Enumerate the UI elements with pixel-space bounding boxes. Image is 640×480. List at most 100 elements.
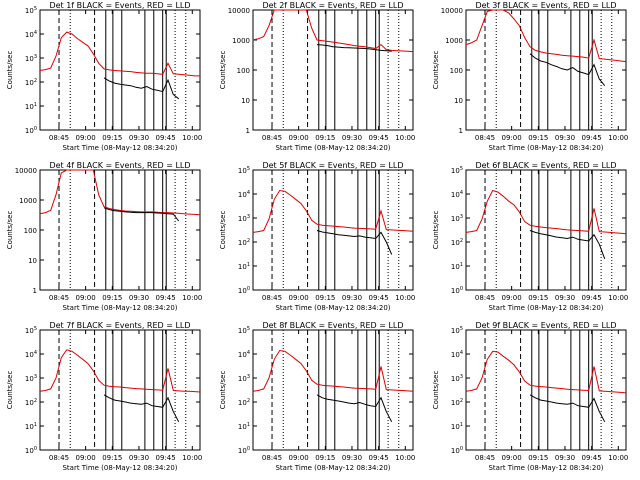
x-tick-label: 08:45 <box>475 294 495 302</box>
plot-frame <box>465 329 627 451</box>
chart-panel: Det 8f BLACK = Events, RED = LLD 100 101 10… <box>219 321 415 472</box>
x-tick-label: 08:45 <box>262 294 282 302</box>
series-events-line <box>103 394 180 423</box>
y-tick-label: 101 <box>451 262 463 271</box>
chart-panel: Det 3f BLACK = Events, RED = LLD 1 10 100 10… <box>432 1 628 152</box>
chart-panel: Det 9f BLACK = Events, RED = LLD 100 101 10… <box>432 321 628 472</box>
series-lld-line <box>252 9 414 53</box>
y-tick-label: 102 <box>238 398 250 407</box>
x-tick-label: 09:00 <box>289 134 309 142</box>
y-tick-label: 100 <box>451 286 463 295</box>
y-tick-label: 1 <box>33 287 37 295</box>
chart-title: Det 5f BLACK = Events, RED = LLD <box>262 161 403 170</box>
series-events-line <box>316 394 393 423</box>
x-axis-label: Start Time (08-May-12 08:34:20) <box>488 464 603 472</box>
y-tick-label: 10000 <box>15 167 37 175</box>
x-tick-label: 09:00 <box>502 454 522 462</box>
x-tick-label: 09:45 <box>156 454 176 462</box>
y-tick-label: 10000 <box>441 7 463 15</box>
x-tick-label: 09:15 <box>315 454 335 462</box>
y-axis-label: Counts/sec <box>6 371 14 410</box>
x-tick-label: 09:30 <box>555 134 575 142</box>
y-axis-label: Counts/sec <box>219 51 227 90</box>
x-tick-label: 09:00 <box>289 454 309 462</box>
chart-panel: Det 6f BLACK = Events, RED = LLD 100 101 10… <box>432 161 628 312</box>
chart-title: Det 2f BLACK = Events, RED = LLD <box>262 1 403 10</box>
x-tick-label: 10:00 <box>182 454 202 462</box>
chart-panel: Det 1f BLACK = Events, RED = LLD 100 101 10… <box>6 1 202 152</box>
x-tick-label: 09:45 <box>369 454 389 462</box>
x-tick-label: 09:15 <box>102 294 122 302</box>
y-tick-label: 103 <box>451 374 463 383</box>
series-events-line <box>316 44 392 52</box>
x-tick-label: 09:45 <box>369 134 389 142</box>
x-tick-label: 08:45 <box>49 134 69 142</box>
y-tick-label: 1000 <box>445 37 463 45</box>
y-tick-label: 1 <box>459 127 463 135</box>
y-tick-label: 104 <box>25 30 37 39</box>
series-lld-line <box>252 349 414 392</box>
chart-panel: Det 7f BLACK = Events, RED = LLD 100 101 10… <box>6 321 202 472</box>
x-tick-label: 09:45 <box>156 294 176 302</box>
x-tick-label: 09:45 <box>369 294 389 302</box>
series-events-line <box>529 230 606 259</box>
x-axis-label: Start Time (08-May-12 08:34:20) <box>62 144 177 152</box>
x-tick-label: 09:15 <box>102 454 122 462</box>
y-tick-label: 10 <box>241 97 250 105</box>
x-tick-label: 09:15 <box>315 134 335 142</box>
y-tick-label: 102 <box>25 398 37 407</box>
chart-title: Det 9f BLACK = Events, RED = LLD <box>475 321 616 330</box>
x-tick-label: 10:00 <box>608 134 628 142</box>
x-tick-label: 09:30 <box>555 294 575 302</box>
x-tick-label: 08:45 <box>262 134 282 142</box>
y-tick-label: 104 <box>451 350 463 359</box>
x-tick-label: 09:00 <box>76 454 96 462</box>
x-axis-label: Start Time (08-May-12 08:34:20) <box>62 304 177 312</box>
y-tick-label: 100 <box>25 446 37 455</box>
y-axis-label: Counts/sec <box>219 371 227 410</box>
x-tick-label: 10:00 <box>182 134 202 142</box>
x-tick-label: 08:45 <box>262 454 282 462</box>
x-tick-label: 09:00 <box>502 134 522 142</box>
x-axis-label: Start Time (08-May-12 08:34:20) <box>275 304 390 312</box>
series-lld-line <box>465 189 627 235</box>
chart-title: Det 1f BLACK = Events, RED = LLD <box>49 1 190 10</box>
x-tick-label: 10:00 <box>608 454 628 462</box>
x-tick-label: 09:30 <box>342 294 362 302</box>
y-tick-label: 100 <box>238 286 250 295</box>
x-tick-label: 09:15 <box>102 134 122 142</box>
x-tick-label: 10:00 <box>395 134 415 142</box>
y-tick-label: 101 <box>451 422 463 431</box>
x-tick-label: 10:00 <box>182 294 202 302</box>
chart-panel: Det 5f BLACK = Events, RED = LLD 100 101 10… <box>219 161 415 312</box>
x-tick-label: 10:00 <box>395 294 415 302</box>
series-events-line <box>529 53 606 87</box>
x-tick-label: 10:00 <box>395 454 415 462</box>
chart-title: Det 4f BLACK = Events, RED = LLD <box>49 161 190 170</box>
series-lld-line <box>465 9 627 63</box>
chart-title: Det 8f BLACK = Events, RED = LLD <box>262 321 403 330</box>
series-events-line <box>103 207 180 222</box>
y-axis-label: Counts/sec <box>6 211 14 250</box>
x-tick-label: 09:00 <box>76 134 96 142</box>
y-tick-label: 102 <box>451 398 463 407</box>
series-events-line <box>529 394 606 423</box>
y-tick-label: 100 <box>25 126 37 135</box>
plot-frame <box>252 9 414 131</box>
x-tick-label: 09:45 <box>156 134 176 142</box>
x-tick-label: 09:00 <box>76 294 96 302</box>
y-axis-label: Counts/sec <box>432 371 440 410</box>
y-tick-label: 103 <box>25 374 37 383</box>
x-tick-label: 09:30 <box>342 454 362 462</box>
chart-title: Det 7f BLACK = Events, RED = LLD <box>49 321 190 330</box>
y-tick-label: 105 <box>25 6 37 15</box>
series-lld-line <box>39 31 200 77</box>
plot-frame <box>39 329 201 451</box>
y-tick-label: 102 <box>25 78 37 87</box>
y-tick-label: 101 <box>25 422 37 431</box>
y-tick-label: 105 <box>451 326 463 335</box>
x-tick-label: 10:00 <box>608 294 628 302</box>
plot-frame <box>39 169 201 291</box>
y-tick-label: 100 <box>24 227 37 235</box>
